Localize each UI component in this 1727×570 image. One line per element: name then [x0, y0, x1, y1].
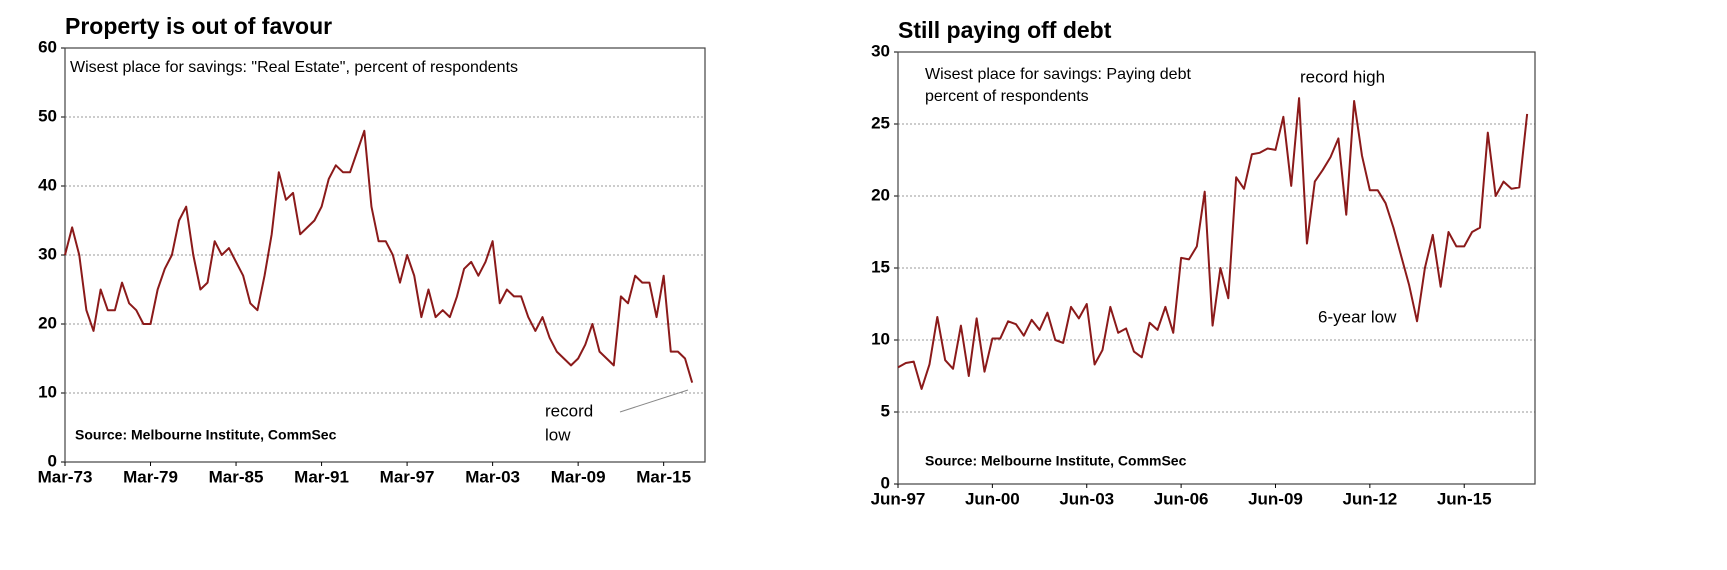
y-tick-label: 40: [38, 175, 57, 194]
y-tick-label: 20: [871, 185, 890, 204]
source-note: Source: Melbourne Institute, CommSec: [75, 427, 337, 443]
x-tick-label: Jun-00: [965, 489, 1020, 508]
annotation: low: [545, 425, 571, 444]
annotation: 6-year low: [1318, 307, 1397, 326]
subtitle: percent of respondents: [925, 88, 1089, 105]
x-tick-label: Mar-79: [123, 467, 178, 486]
x-tick-label: Jun-97: [871, 489, 926, 508]
chart-title: Property is out of favour: [65, 13, 332, 39]
plot-frame: [897, 51, 1536, 485]
y-tick-label: 25: [871, 113, 890, 132]
x-tick-label: Mar-09: [551, 467, 606, 486]
annotation-pointer: [619, 389, 689, 413]
y-tick-label: 15: [871, 257, 890, 276]
x-tick-label: Mar-85: [209, 467, 264, 486]
y-tick-label: 0: [881, 473, 890, 492]
y-tick-label: 10: [38, 382, 57, 401]
annotation: record: [545, 401, 593, 420]
x-tick-label: Jun-09: [1248, 489, 1303, 508]
y-tick-label: 30: [871, 41, 890, 60]
subtitle: Wisest place for savings: "Real Estate",…: [70, 59, 518, 76]
x-tick-label: Jun-15: [1437, 489, 1492, 508]
x-tick-label: Jun-06: [1154, 489, 1209, 508]
y-tick-label: 50: [38, 106, 57, 125]
subtitle: Wisest place for savings: Paying debt: [925, 66, 1191, 83]
y-tick-label: 0: [48, 451, 57, 470]
chart-title: Still paying off debt: [898, 17, 1112, 43]
x-tick-label: Mar-91: [294, 467, 349, 486]
source-note: Source: Melbourne Institute, CommSec: [925, 453, 1187, 469]
annotation: record high: [1300, 67, 1385, 86]
x-tick-label: Mar-03: [465, 467, 520, 486]
y-tick-label: 10: [871, 329, 890, 348]
x-tick-label: Mar-15: [636, 467, 691, 486]
x-tick-label: Mar-73: [38, 467, 93, 486]
y-tick-label: 30: [38, 244, 57, 263]
data-line: [897, 97, 1529, 390]
x-tick-label: Mar-97: [380, 467, 435, 486]
x-tick-label: Jun-03: [1059, 489, 1114, 508]
y-tick-label: 60: [38, 37, 57, 56]
y-tick-label: 20: [38, 313, 57, 332]
data-line: [64, 129, 694, 383]
y-tick-label: 5: [881, 401, 890, 420]
x-tick-label: Jun-12: [1342, 489, 1397, 508]
